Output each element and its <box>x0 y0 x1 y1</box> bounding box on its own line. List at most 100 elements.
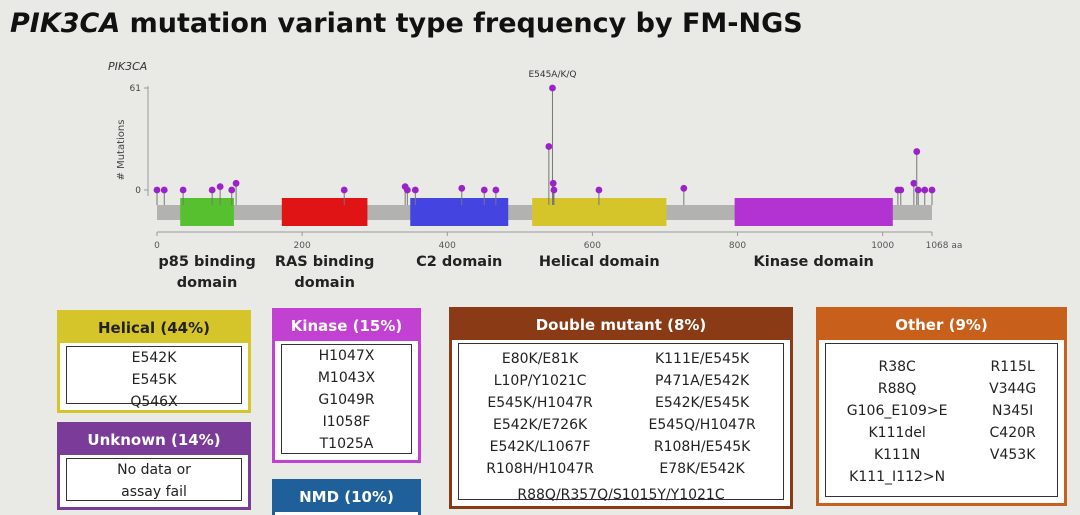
list-item: N345I <box>991 403 1034 419</box>
panel-header: Kinase (15%) <box>275 311 418 341</box>
footer-item: R88Q/R357Q/S1015Y/Y1021C <box>517 487 725 503</box>
list-item: assay fail <box>121 484 187 500</box>
domain-label: Helical domain <box>538 254 660 270</box>
list-item: I1058F <box>322 414 371 430</box>
list-item: E545K/H1047R <box>487 395 593 411</box>
annotation: E545A/K/Q <box>528 70 576 80</box>
list-item: K111_I112>N <box>849 469 946 485</box>
panel-header: Other (9%) <box>819 310 1064 340</box>
lollipop-dot <box>153 186 161 194</box>
lollipop-dot <box>160 186 168 194</box>
lollipop-dot <box>458 184 466 192</box>
domain <box>281 198 368 226</box>
list: No data or assay fail <box>67 459 241 503</box>
list-item: G106_E109>E <box>846 403 948 419</box>
list-item: R108H/H1047R <box>486 461 594 477</box>
domain-label: Kinase domain <box>753 254 874 270</box>
lollipop-dot <box>340 186 348 194</box>
list-item: R115L <box>990 359 1035 375</box>
list-item: R88Q <box>877 381 917 397</box>
list-item: Q546X <box>130 394 178 410</box>
lollipop-dot <box>913 148 921 155</box>
nmd-panel: NMD (10%) <box>272 479 421 515</box>
lollipop-dot <box>549 179 557 187</box>
lollipop-dot <box>179 186 187 194</box>
lollipop-dot <box>216 183 224 191</box>
list-item: E542K/E545K <box>654 395 750 411</box>
list-item: No data or <box>117 462 191 478</box>
x-tick-label: 400 <box>439 241 456 251</box>
helical-panel: Helical (44%) E542K E545K Q546X <box>57 310 251 413</box>
title-gene: PIK3CA <box>10 8 121 39</box>
domain <box>410 198 509 226</box>
x-tick-label: 600 <box>584 241 601 251</box>
lollipop-dot <box>680 184 688 192</box>
list-item: R108H/E545K <box>653 439 751 455</box>
lollipop-dot <box>208 186 216 194</box>
x-tick-label: 1000 <box>871 241 894 251</box>
domain-label: p85 binding domain <box>158 254 256 291</box>
panel-header: Unknown (14%) <box>60 425 248 455</box>
unknown-panel: Unknown (14%) No data or assay fail <box>57 422 251 510</box>
list-item: P471A/E542K <box>654 373 750 389</box>
list-item: L10P/Y1021C <box>493 373 587 389</box>
columns: R38C R88Q G106_E109>E K111del K111N K111_I112… <box>826 356 1057 488</box>
list-item: E545Q/H1047R <box>648 417 756 433</box>
lollipop-dot <box>480 186 488 194</box>
lollipop-dot <box>897 186 905 194</box>
list-item: E542K <box>131 350 177 366</box>
domain-label: C2 domain <box>416 254 503 270</box>
list-item: E542K/E726K <box>492 417 588 433</box>
lollipop-dot <box>550 186 558 194</box>
y-axis-label: # Mutations <box>116 120 127 181</box>
lollipop-dot <box>595 186 603 194</box>
list-item: K111N <box>873 447 921 463</box>
domain <box>180 198 234 226</box>
list-item: C420R <box>989 425 1036 441</box>
gene-label: PIK3CA <box>108 60 147 73</box>
list-item: G1049R <box>318 392 375 408</box>
list-item: R38C <box>878 359 916 375</box>
kinase-panel: Kinase (15%) H1047X M1043X G1049R I1058F T10… <box>272 308 421 463</box>
lollipop-dot <box>921 186 929 194</box>
lollipop-dot <box>492 186 500 194</box>
domain <box>734 198 893 226</box>
list-item: K111del <box>868 425 926 441</box>
list-item: E545K <box>131 372 177 388</box>
lollipop-dot <box>914 186 922 194</box>
list: H1047X M1043X G1049R I1058F T1025A <box>282 345 411 455</box>
list-item: E542K/L1067F <box>489 439 591 455</box>
lollipop-dot <box>910 179 918 187</box>
domain-label: RAS binding domain <box>274 254 375 291</box>
other-panel: Other (9%) R38C R88Q G106_E109>E K111del K11… <box>816 307 1067 506</box>
double-panel: Double mutant (8%) E80K/E81K L10P/Y1021C E… <box>449 307 793 509</box>
list-column: E80K/E81K L10P/Y1021C E545K/H1047R E542K/E7… <box>486 348 594 480</box>
lollipop-dot <box>228 186 236 194</box>
x-tick-label: 0 <box>154 241 160 251</box>
y-tick-label: 0 <box>135 186 141 196</box>
panel-header: Double mutant (8%) <box>452 310 790 340</box>
lollipop-dot <box>411 186 419 194</box>
lollipop-chart: PIK3CA # Mutations 0 61 0 200 400 600 800 1000 1… <box>108 60 963 251</box>
x-tick-label: 1068 aa <box>926 241 963 251</box>
list-item: E80K/E81K <box>501 351 579 367</box>
list-column: R38C R88Q G106_E109>E K111del K111N K111_I112… <box>847 356 948 488</box>
list-column: K111E/E545K P471A/E542K E542K/E545K E545Q/H… <box>648 348 755 480</box>
list: E542K E545K Q546X <box>67 347 241 413</box>
list-item: M1043X <box>317 370 376 386</box>
columns: E80K/E81K L10P/Y1021C E545K/H1047R E542K/E7… <box>459 348 783 480</box>
x-tick-label: 200 <box>294 241 311 251</box>
panel-header: Helical (44%) <box>60 313 248 343</box>
x-tick-label: 800 <box>729 241 746 251</box>
y-tick-label: 61 <box>130 84 141 94</box>
slide-title: PIK3CA mutation variant type frequency b… <box>10 8 803 39</box>
panel-header: NMD (10%) <box>275 482 418 512</box>
title-text: mutation variant type frequency by FM-NG… <box>129 8 803 39</box>
list-item: K111E/E545K <box>654 351 750 367</box>
lollipop-dot <box>928 186 936 194</box>
lollipop-dot <box>549 84 556 92</box>
list-item: V453K <box>989 447 1036 463</box>
list-item: T1025A <box>319 436 374 452</box>
lollipop-dot <box>232 179 240 187</box>
